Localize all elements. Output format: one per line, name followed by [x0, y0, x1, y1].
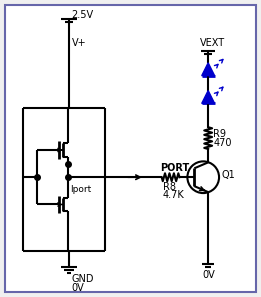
- Text: R9: R9: [213, 129, 226, 139]
- Text: 2.5V: 2.5V: [72, 10, 94, 20]
- Text: VEXT: VEXT: [200, 38, 226, 48]
- Text: 0V: 0V: [202, 270, 215, 280]
- Text: 0V: 0V: [72, 283, 84, 293]
- Text: Iport: Iport: [70, 185, 91, 194]
- Text: V+: V+: [72, 38, 86, 48]
- Text: PORT: PORT: [160, 163, 189, 173]
- Polygon shape: [202, 63, 215, 76]
- Text: GND: GND: [72, 274, 94, 284]
- Text: 4.7K: 4.7K: [163, 190, 185, 200]
- FancyBboxPatch shape: [5, 5, 256, 292]
- Text: Q1: Q1: [221, 170, 235, 180]
- Text: 470: 470: [213, 138, 232, 148]
- Polygon shape: [202, 91, 215, 103]
- Text: R8: R8: [163, 182, 176, 192]
